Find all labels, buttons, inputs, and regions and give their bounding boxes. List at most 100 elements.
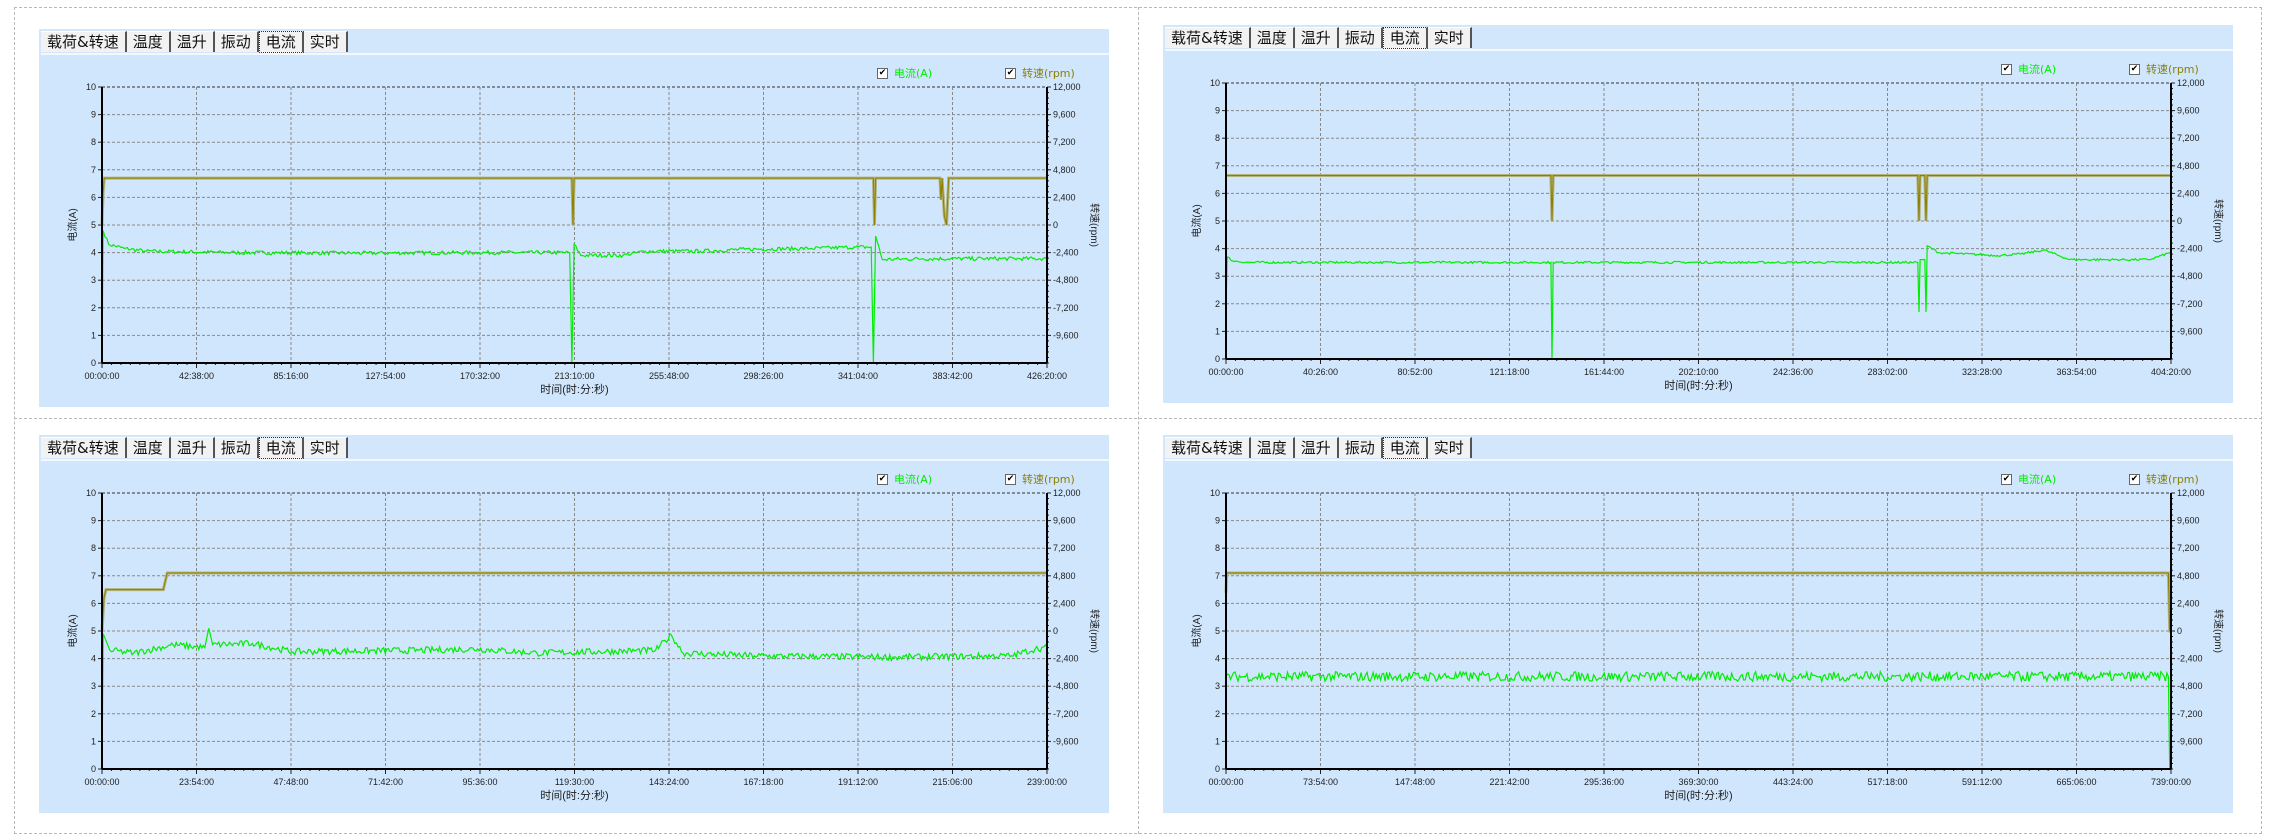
x-tick-label: 00:00:00 bbox=[84, 777, 119, 787]
tab-bar: 载荷&转速 温度 温升 振动 电流 实时 bbox=[39, 435, 1109, 459]
x-tick-label: 71:42:00 bbox=[368, 777, 403, 787]
speed-line bbox=[101, 572, 1047, 632]
y-right-axis-title: 转速(rpm) bbox=[2212, 199, 2225, 243]
tab-4[interactable]: 电流 bbox=[258, 31, 304, 53]
legend-current[interactable]: ✔ 电流(A) bbox=[877, 471, 932, 487]
checkbox-checked-icon[interactable]: ✔ bbox=[877, 473, 888, 485]
legend-speed[interactable]: ✔ 转速(rpm) bbox=[2129, 61, 2199, 77]
y-left-tick-label: 7 bbox=[91, 165, 96, 175]
x-tick-label: 255:48:00 bbox=[649, 371, 689, 381]
x-tick-label: 47:48:00 bbox=[273, 777, 308, 787]
tab-bar: 载荷&转速 温度 温升 振动 电流 实时 bbox=[1163, 25, 2233, 49]
checkbox-checked-icon[interactable]: ✔ bbox=[2001, 473, 2012, 485]
y-right-tick-label: 7,200 bbox=[1053, 137, 1076, 147]
y-left-tick-label: 4 bbox=[91, 248, 96, 258]
x-tick-label: 591:12:00 bbox=[1962, 777, 2002, 787]
y-right-tick-label: 2,400 bbox=[2177, 188, 2200, 198]
legend-current[interactable]: ✔ 电流(A) bbox=[2001, 471, 2056, 487]
legend-current[interactable]: ✔ 电流(A) bbox=[877, 65, 932, 81]
tab-3[interactable]: 振动 bbox=[214, 437, 259, 458]
x-tick-label: 167:18:00 bbox=[743, 777, 783, 787]
tab-2[interactable]: 温升 bbox=[170, 31, 215, 52]
legend-speed[interactable]: ✔ 转速(rpm) bbox=[1005, 471, 1075, 487]
current-chart: 0 1 2 3 4 5 6 7 8 9 10 12,000 9,600 7,200 4,800 2,400 0 -… bbox=[66, 82, 1101, 396]
chart-panel-top-right: 载荷&转速 温度 温升 振动 电流 实时 ✔ 电流(A) ✔ 转速(rpm) 0 1 2 3 4 5 6 7 8 9 1… bbox=[1163, 25, 2233, 403]
tab-4[interactable]: 电流 bbox=[1382, 27, 1428, 49]
tab-5[interactable]: 实时 bbox=[1427, 27, 1472, 48]
tab-1[interactable]: 温度 bbox=[126, 31, 171, 52]
checkbox-checked-icon[interactable]: ✔ bbox=[2001, 63, 2012, 75]
y-left-tick-label: 5 bbox=[91, 626, 96, 636]
tab-2[interactable]: 温升 bbox=[1294, 437, 1339, 458]
tab-4[interactable]: 电流 bbox=[258, 437, 304, 459]
y-left-tick-label: 3 bbox=[91, 275, 96, 285]
y-right-tick-label: 0 bbox=[1053, 220, 1058, 230]
y-left-tick-label: 8 bbox=[1215, 543, 1220, 553]
legend-speed[interactable]: ✔ 转速(rpm) bbox=[1005, 65, 1075, 81]
y-left-tick-label: 10 bbox=[86, 488, 96, 498]
y-right-tick-label: 7,200 bbox=[2177, 133, 2200, 143]
tab-0[interactable]: 载荷&转速 bbox=[1165, 27, 1251, 48]
x-tick-label: 443:24:00 bbox=[1773, 777, 1813, 787]
x-tick-label: 95:36:00 bbox=[462, 777, 497, 787]
tab-2[interactable]: 温升 bbox=[170, 437, 215, 458]
tab-1[interactable]: 温度 bbox=[1250, 27, 1295, 48]
x-tick-label: 213:10:00 bbox=[554, 371, 594, 381]
legend-speed-label: 转速(rpm) bbox=[2146, 473, 2199, 486]
y-left-tick-label: 1 bbox=[1215, 736, 1220, 746]
checkbox-checked-icon[interactable]: ✔ bbox=[2129, 473, 2140, 485]
tab-4[interactable]: 电流 bbox=[1382, 437, 1428, 459]
tab-bar: 载荷&转速 温度 温升 振动 电流 实时 bbox=[1163, 435, 2233, 459]
legend-speed[interactable]: ✔ 转速(rpm) bbox=[2129, 471, 2199, 487]
y-left-tick-label: 3 bbox=[91, 681, 96, 691]
tab-5[interactable]: 实时 bbox=[303, 31, 348, 52]
tab-1[interactable]: 温度 bbox=[1250, 437, 1295, 458]
x-tick-label: 383:42:00 bbox=[932, 371, 972, 381]
y-right-tick-label: -2,400 bbox=[1053, 248, 1079, 258]
y-right-tick-label: -7,200 bbox=[2177, 709, 2203, 719]
y-left-tick-label: 5 bbox=[91, 220, 96, 230]
speed-line-band bbox=[1224, 571, 2172, 633]
tab-0[interactable]: 载荷&转速 bbox=[1165, 437, 1251, 458]
y-right-tick-label: 0 bbox=[1053, 626, 1058, 636]
checkbox-checked-icon[interactable]: ✔ bbox=[2129, 63, 2140, 75]
y-right-tick-label: 9,600 bbox=[1053, 516, 1076, 526]
checkbox-checked-icon[interactable]: ✔ bbox=[877, 67, 888, 79]
legend-speed-label: 转速(rpm) bbox=[1022, 473, 1075, 486]
tab-0[interactable]: 载荷&转速 bbox=[41, 437, 127, 458]
x-tick-label: 80:52:00 bbox=[1397, 367, 1432, 377]
y-left-tick-label: 2 bbox=[1215, 709, 1220, 719]
y-left-tick-label: 4 bbox=[1215, 244, 1220, 254]
y-right-tick-label: 9,600 bbox=[1053, 110, 1076, 120]
x-tick-label: 119:30:00 bbox=[555, 777, 594, 787]
y-right-tick-label: -9,600 bbox=[2177, 326, 2203, 336]
tab-0[interactable]: 载荷&转速 bbox=[41, 31, 127, 52]
y-left-tick-label: 10 bbox=[1210, 78, 1220, 88]
y-left-tick-label: 10 bbox=[1210, 488, 1220, 498]
legend-current[interactable]: ✔ 电流(A) bbox=[2001, 61, 2056, 77]
tab-1[interactable]: 温度 bbox=[126, 437, 171, 458]
checkbox-checked-icon[interactable]: ✔ bbox=[1005, 67, 1016, 79]
x-tick-label: 221:42:00 bbox=[1489, 777, 1529, 787]
x-tick-label: 23:54:00 bbox=[179, 777, 214, 787]
current-line bbox=[101, 628, 1048, 770]
checkbox-checked-icon[interactable]: ✔ bbox=[1005, 473, 1016, 485]
tab-5[interactable]: 实时 bbox=[303, 437, 348, 458]
tab-2[interactable]: 温升 bbox=[1294, 27, 1339, 48]
y-left-tick-label: 0 bbox=[1215, 354, 1220, 364]
x-tick-label: 404:20:00 bbox=[2151, 367, 2191, 377]
x-tick-label: 242:36:00 bbox=[1773, 367, 1813, 377]
y-left-tick-label: 8 bbox=[91, 543, 96, 553]
y-right-tick-label: 4,800 bbox=[2177, 571, 2200, 581]
tab-3[interactable]: 振动 bbox=[1338, 437, 1383, 458]
tab-3[interactable]: 振动 bbox=[1338, 27, 1383, 48]
x-tick-label: 215:06:00 bbox=[932, 777, 972, 787]
divider-vertical bbox=[1138, 7, 1139, 834]
x-axis-title: 时间(时:分:秒) bbox=[540, 382, 608, 396]
x-axis-title: 时间(时:分:秒) bbox=[540, 788, 608, 802]
tab-5[interactable]: 实时 bbox=[1427, 437, 1472, 458]
y-left-tick-label: 1 bbox=[91, 330, 96, 340]
tab-3[interactable]: 振动 bbox=[214, 31, 259, 52]
y-left-tick-label: 9 bbox=[91, 110, 96, 120]
current-line bbox=[1225, 244, 2171, 360]
